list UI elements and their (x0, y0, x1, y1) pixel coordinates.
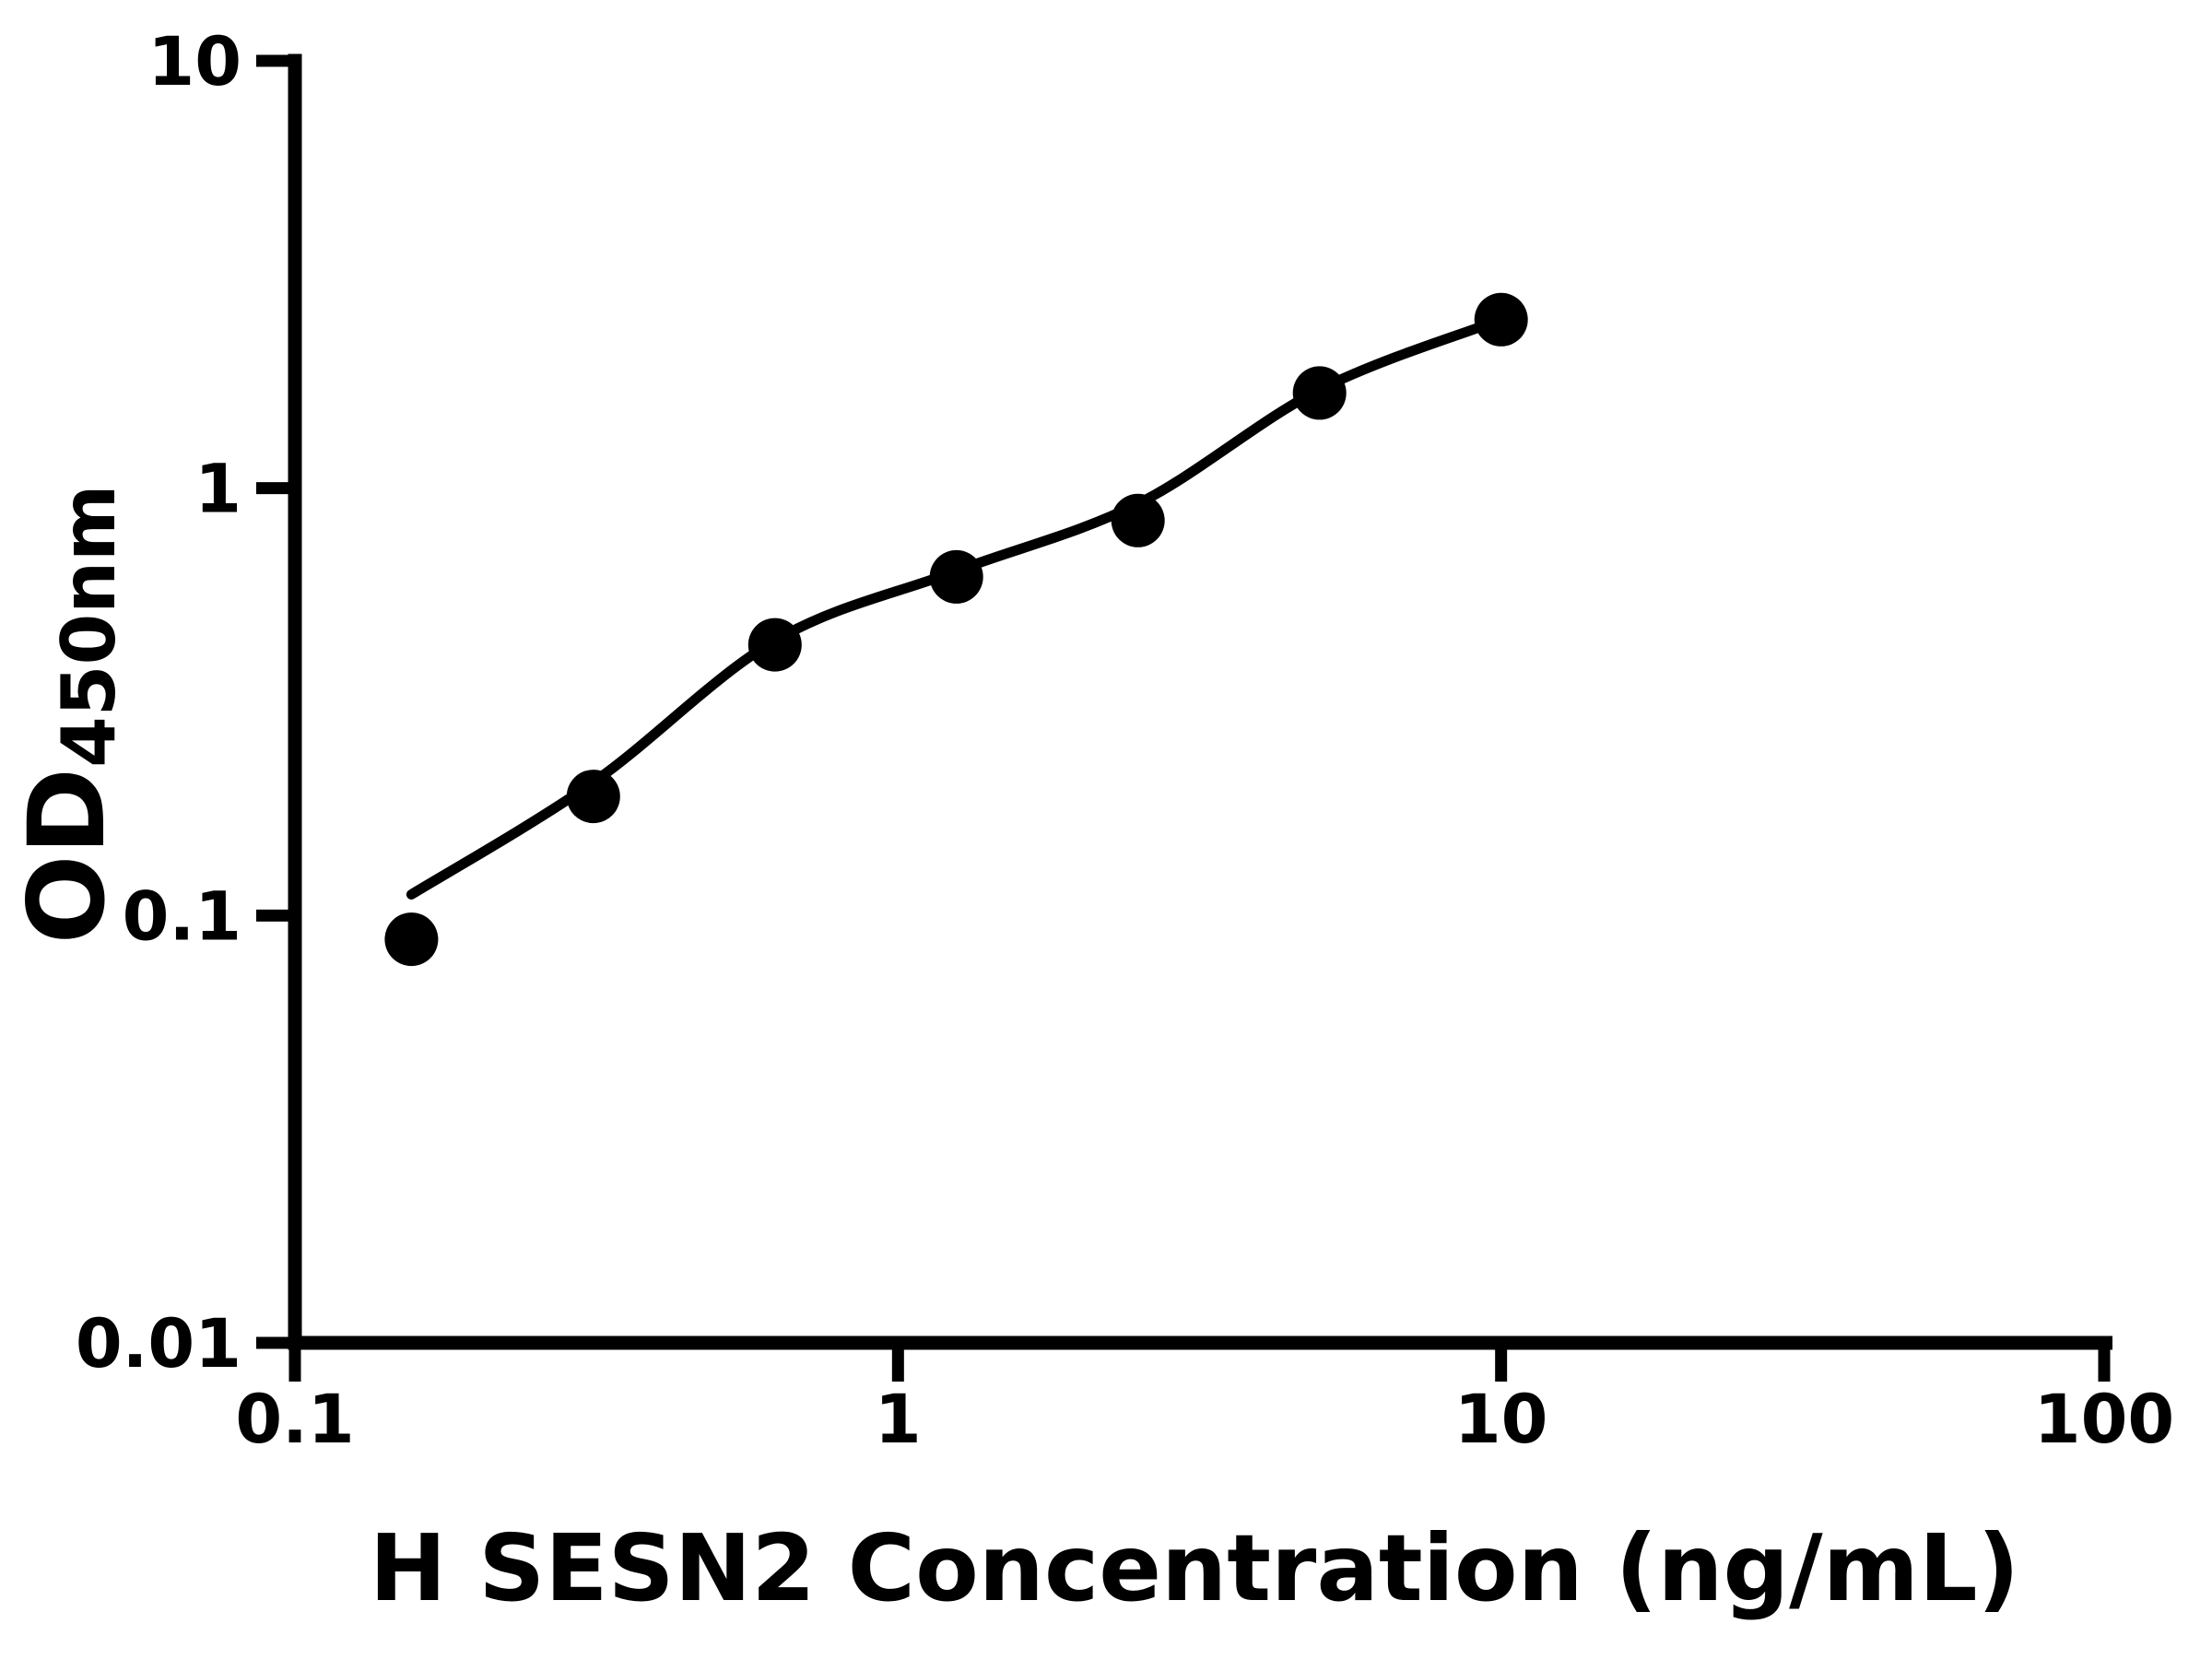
y-tick-label: 0.01 (76, 1305, 241, 1383)
y-axis-title-main: OD (6, 768, 128, 945)
x-axis-title: H SESN2 Concentration (ng/mL) (370, 1514, 2020, 1622)
x-tick-label: 1 (875, 1381, 922, 1459)
data-point (384, 912, 439, 967)
data-point (566, 770, 620, 824)
y-tick-label: 1 (194, 451, 241, 529)
x-tick-label: 0.1 (235, 1381, 354, 1459)
data-point (747, 618, 802, 672)
data-point (1474, 292, 1528, 347)
x-tick-label: 10 (1454, 1381, 1548, 1459)
data-point (929, 549, 983, 604)
x-tick-label: 100 (2034, 1381, 2174, 1459)
y-axis-title: OD450nm (6, 485, 132, 945)
data-point (1292, 366, 1347, 420)
y-axis-title-sub: 450nm (46, 485, 132, 768)
data-point (1111, 493, 1165, 547)
y-tick-label: 10 (147, 23, 241, 101)
y-tick-label: 0.1 (123, 877, 241, 956)
